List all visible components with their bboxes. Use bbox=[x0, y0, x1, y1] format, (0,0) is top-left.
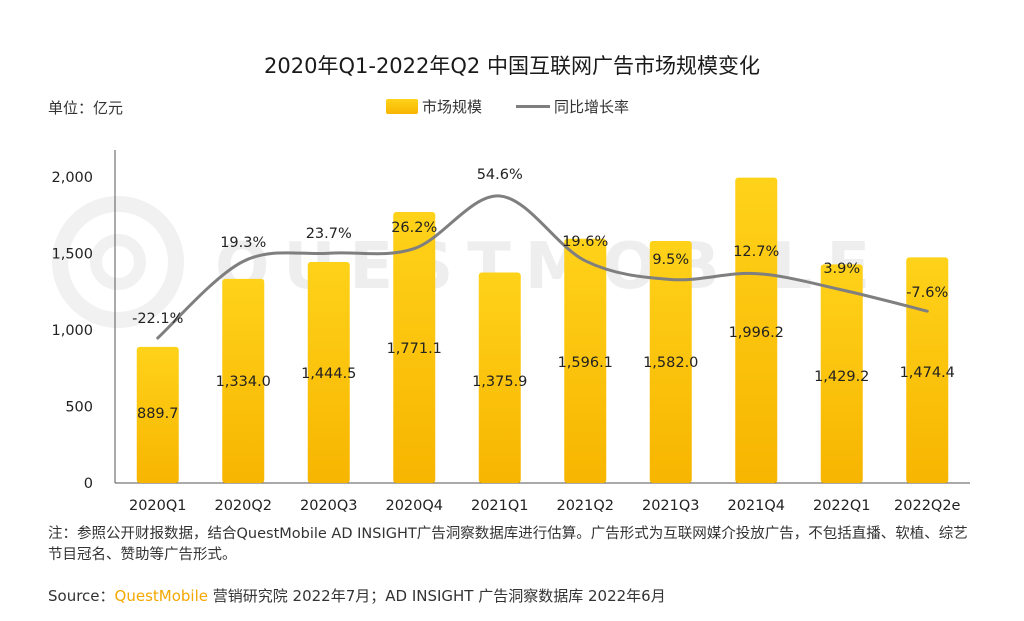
growth-rate-label: -22.1% bbox=[132, 311, 183, 327]
watermark-ring bbox=[52, 196, 184, 328]
bar bbox=[735, 177, 778, 483]
growth-rate-label: 12.7% bbox=[733, 244, 779, 260]
chart-title: 2020年Q1-2022年Q2 中国互联网广告市场规模变化 bbox=[264, 54, 760, 78]
bar bbox=[222, 278, 265, 483]
bar-value-label: 1,429.2 bbox=[814, 369, 869, 385]
y-tick-label: 1,500 bbox=[51, 247, 93, 263]
y-tick-label: 1,000 bbox=[51, 323, 93, 339]
bar bbox=[307, 261, 350, 483]
bar-value-label: 889.7 bbox=[137, 406, 179, 422]
bar bbox=[564, 238, 607, 483]
bar-value-label: 1,582.0 bbox=[643, 355, 698, 371]
y-tick-label: 500 bbox=[65, 400, 93, 416]
bar-value-label: 1,596.1 bbox=[558, 355, 613, 371]
x-tick-label: 2021Q2 bbox=[556, 498, 614, 514]
x-tick-label: 2021Q4 bbox=[727, 498, 785, 514]
bar-value-label: 1,474.4 bbox=[900, 365, 955, 381]
bar bbox=[478, 272, 521, 483]
legend-line-swatch bbox=[516, 105, 551, 108]
bar bbox=[136, 346, 179, 483]
growth-rate-label: -7.6% bbox=[906, 285, 948, 301]
bar-value-label: 1,771.1 bbox=[387, 341, 442, 357]
bar-value-label: 1,996.2 bbox=[729, 325, 784, 341]
source-prefix: Source： bbox=[48, 587, 115, 605]
growth-rate-label: 19.3% bbox=[220, 235, 266, 251]
data-labels: 889.7 1,334.0 1,444.5 1,771.1 1,375.9 1,596.1… bbox=[132, 167, 955, 422]
growth-rate-label: 3.9% bbox=[823, 261, 860, 277]
x-tick-label: 2022Q1 bbox=[813, 498, 871, 514]
bar bbox=[393, 212, 436, 483]
x-tick-label: 2022Q2e bbox=[894, 498, 961, 514]
growth-rate-label: 54.6% bbox=[477, 167, 523, 183]
x-tick-label: 2020Q1 bbox=[129, 498, 187, 514]
growth-rate-label: 9.5% bbox=[652, 252, 689, 268]
bar-value-label: 1,375.9 bbox=[472, 374, 527, 390]
growth-rate-label: 26.2% bbox=[391, 220, 437, 236]
growth-line bbox=[156, 194, 929, 340]
unit-label: 单位：亿元 bbox=[48, 99, 124, 117]
x-tick-label: 2021Q3 bbox=[642, 498, 700, 514]
x-tick-label: 2020Q4 bbox=[385, 498, 443, 514]
footnote: 注：参照公开财报数据，结合QuestMobile AD INSIGHT广告洞察数… bbox=[48, 526, 968, 563]
source-rest: 营销研究院 2022年7月；AD INSIGHT 广告洞察数据库 2022年6月 bbox=[207, 587, 666, 605]
legend-bar-swatch bbox=[386, 99, 418, 114]
legend-line-label: 同比增长率 bbox=[554, 98, 630, 116]
legend: 市场规模 同比增长率 bbox=[386, 96, 629, 117]
x-tick-label: 2020Q2 bbox=[214, 498, 272, 514]
source-line: Source：QuestMobile 营销研究院 2022年7月；AD INSI… bbox=[48, 585, 666, 606]
watermark-ring-inner bbox=[90, 234, 146, 290]
growth-rate-label: 23.7% bbox=[306, 226, 352, 242]
bar bbox=[906, 257, 949, 483]
growth-rate-label: 19.6% bbox=[562, 234, 608, 250]
bar bbox=[820, 264, 863, 483]
x-tick-label: 2020Q3 bbox=[300, 498, 358, 514]
y-tick-label: 2,000 bbox=[51, 170, 93, 186]
source-brand: QuestMobile bbox=[114, 587, 208, 605]
growth-line-path bbox=[156, 194, 929, 340]
y-tick-label: 0 bbox=[84, 476, 93, 492]
bar-value-label: 1,444.5 bbox=[301, 366, 356, 382]
bar bbox=[649, 240, 692, 483]
legend-bar-label: 市场规模 bbox=[422, 98, 483, 116]
bar-value-label: 1,334.0 bbox=[216, 374, 271, 390]
x-tick-label: 2021Q1 bbox=[471, 498, 529, 514]
bars bbox=[136, 177, 949, 483]
